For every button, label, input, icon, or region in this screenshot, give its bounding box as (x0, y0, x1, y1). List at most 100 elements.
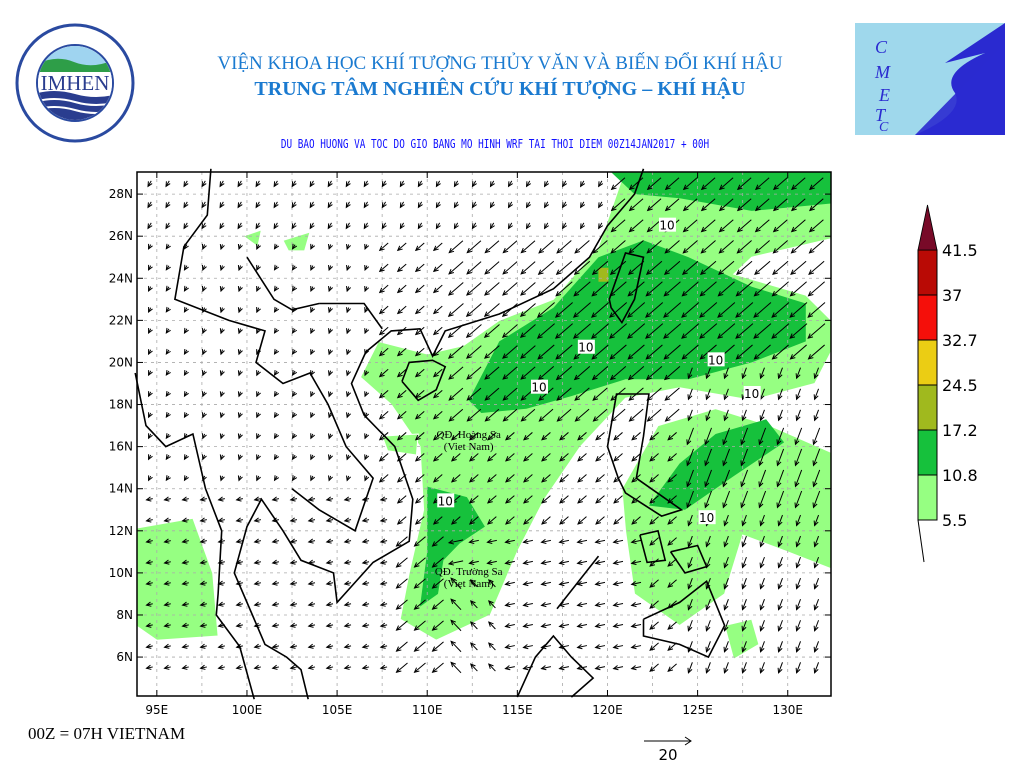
wind-arrow (183, 433, 189, 440)
wind-arrow (777, 388, 783, 401)
wind-arrow (484, 366, 500, 380)
speed-band-5.5 (137, 517, 219, 641)
wind-arrow (148, 391, 153, 398)
wind-arrow (471, 222, 477, 230)
wind-arrow (723, 556, 729, 569)
wind-arrow (364, 433, 370, 440)
wind-arrow (435, 201, 441, 209)
wind-arrow (183, 348, 189, 355)
wind-arrow (519, 303, 536, 317)
wind-arrow (520, 261, 536, 275)
wind-arrow (145, 580, 153, 586)
wind-arrow (501, 303, 518, 317)
lat-tick-label: 6N (116, 650, 133, 664)
wind-arrow (310, 370, 316, 377)
wind-arrow (541, 495, 551, 504)
wind-arrow (237, 433, 243, 440)
wind-arrow (777, 641, 783, 653)
wind-arrow (396, 516, 407, 525)
wind-arrow (219, 433, 225, 440)
wind-arrow (699, 281, 717, 297)
wind-arrow (453, 180, 459, 188)
wind-arrow (594, 665, 606, 671)
wind-arrow (163, 622, 171, 628)
wind-arrow (219, 412, 225, 419)
wind-arrow (469, 621, 478, 630)
wind-arrow (809, 177, 824, 191)
wind-arrow (468, 516, 479, 525)
wind-arrow (201, 454, 207, 461)
wind-arrow (718, 219, 734, 233)
wind-arrow (325, 664, 334, 670)
wind-arrow (700, 198, 716, 212)
wind-arrow (466, 261, 482, 275)
wind-arrow (291, 369, 298, 376)
wind-arrow (591, 344, 609, 360)
wind-arrow (686, 448, 694, 467)
wind-arrow (345, 222, 351, 230)
wind-arrow (379, 622, 388, 628)
wind-arrow (256, 454, 261, 461)
wind-arrow (741, 514, 747, 527)
wind-arrow (431, 578, 444, 589)
wind-arrow (776, 490, 785, 509)
wind-arrow (808, 198, 824, 212)
wind-arrow (237, 370, 243, 377)
wind-arrow (468, 474, 479, 483)
wind-arrow (704, 469, 712, 488)
wind-arrow (522, 665, 533, 671)
wind-arrow (558, 580, 570, 587)
wind-arrow (235, 517, 243, 523)
wind-arrow (646, 387, 662, 401)
coastline (639, 529, 667, 564)
wind-arrow (381, 180, 387, 188)
wind-arrow (435, 180, 441, 188)
wind-arrow (489, 201, 495, 209)
wind-arrow (790, 219, 806, 233)
wind-arrow (307, 643, 316, 649)
contour-label: 10 (744, 387, 759, 401)
wind-arrow (183, 201, 189, 209)
wind-arrow (759, 367, 765, 380)
svg-text:M: M (874, 62, 891, 82)
wind-arrow (723, 409, 729, 422)
wind-arrow (700, 240, 716, 254)
wind-arrow (237, 391, 243, 398)
wind-arrow (237, 328, 243, 335)
colorbar-label: 10.8 (942, 466, 978, 485)
wind-arrow (163, 538, 171, 544)
wind-arrow (592, 408, 608, 422)
wind-arrow (466, 366, 482, 380)
wind-arrow (271, 643, 280, 649)
wind-arrow (700, 177, 716, 191)
wind-arrow (273, 475, 280, 482)
wind-arrow (147, 201, 153, 209)
wind-arrow (217, 580, 225, 586)
wind-arrow (181, 496, 189, 502)
lat-tick-label: 12N (109, 524, 133, 538)
wind-arrow (577, 495, 587, 504)
wind-arrow (537, 366, 555, 381)
wind-arrow (664, 408, 680, 422)
wind-arrow (808, 240, 825, 254)
wind-arrow (364, 264, 370, 272)
wind-arrow (396, 242, 407, 252)
wind-arrow (414, 242, 425, 252)
wind-arrow (148, 306, 153, 314)
wind-arrow (181, 622, 189, 628)
wind-arrow (450, 432, 461, 441)
wind-arrow (256, 285, 261, 293)
wind-arrow (219, 265, 225, 272)
wind-arrow (237, 201, 243, 209)
colorbar-label: 41.5 (942, 241, 978, 260)
wind-arrow (325, 643, 334, 649)
wind-arrow (753, 302, 772, 318)
wind-arrow (291, 222, 297, 230)
wind-arrow (759, 641, 765, 653)
wind-arrow (217, 643, 225, 649)
wind-arrow (346, 243, 351, 251)
wind-arrow (609, 366, 627, 381)
wind-arrow (735, 323, 754, 339)
colorbar-label: 24.5 (942, 376, 978, 395)
